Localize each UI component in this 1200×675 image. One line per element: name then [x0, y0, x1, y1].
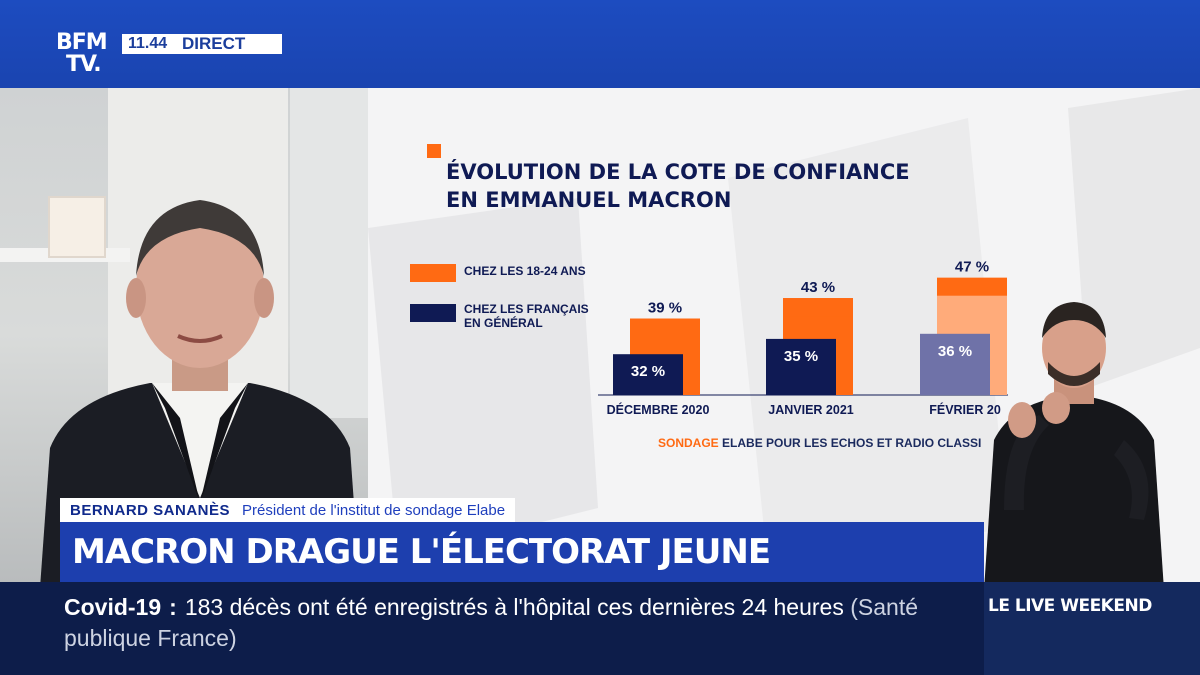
category-label: JANVIER 2021: [768, 403, 854, 417]
data-label-general: 36 %: [938, 343, 972, 360]
bar-general: [920, 333, 990, 395]
interpreter-video-feed: [984, 270, 1200, 582]
headline-bar: MACRON DRAGUE L'ÉLECTORAT JEUNE: [60, 522, 984, 582]
title-accent-square: [427, 144, 441, 158]
legend-label-general-line-2: EN GÉNÉRAL: [464, 316, 543, 330]
data-label-18-24: 43 %: [801, 279, 835, 296]
live-weekend-panel: LE LIVE WEEKEND: [984, 582, 1200, 675]
legend-label-general-line-1: CHEZ LES FRANÇAIS: [464, 302, 589, 316]
legend-swatch-orange: [410, 264, 456, 282]
ticker-separator: :: [169, 594, 177, 620]
logo-line-2: TV.: [66, 52, 102, 77]
guest-role: Président de l'institut de sondage Elabe: [242, 501, 506, 519]
ticker-message: 183 décès ont été enregistrés à l'hôpita…: [184, 594, 844, 620]
legend-item-general: CHEZ LES FRANÇAIS EN GÉNÉRAL: [410, 302, 624, 330]
news-ticker: Covid-19:183 décès ont été enregistrés à…: [0, 582, 984, 675]
data-label-18-24: 39 %: [648, 300, 682, 317]
direct-badge: DIRECT: [182, 34, 246, 53]
bar-18-24-cap: [783, 298, 853, 317]
legend-label-general: CHEZ LES FRANÇAIS EN GÉNÉRAL: [464, 302, 624, 330]
top-bar: BFM TV. 11.44 DIRECT: [0, 0, 1200, 88]
legend-swatch-navy: [410, 304, 456, 322]
legend-item-18-24: CHEZ LES 18-24 ANS: [410, 264, 624, 282]
background-poster: [48, 196, 106, 258]
channel-logo: BFM TV.: [56, 32, 114, 84]
bar-18-24-cap: [630, 318, 700, 337]
source-line: SONDAGE ELABE POUR LES ECHOS ET RADIO CL…: [658, 436, 981, 450]
live-clock: 11.44 DIRECT: [122, 34, 282, 54]
category-label: DÉCEMBRE 2020: [607, 402, 710, 417]
ticker-source: (Santé publique France): [64, 594, 918, 651]
legend-label-18-24: CHEZ LES 18-24 ANS: [464, 264, 586, 278]
ticker-topic: Covid-19: [64, 594, 162, 620]
data-label-18-24: 47 %: [955, 259, 989, 276]
category-label: FÉVRIER 20: [929, 402, 1001, 417]
bar-general: [613, 354, 683, 395]
clock-time: 11.44: [128, 35, 168, 52]
interpreter-figure: [984, 302, 1164, 582]
headline: MACRON DRAGUE L'ÉLECTORAT JEUNE: [72, 532, 771, 572]
guest-name-bar: BERNARD SANANÈS Président de l'institut …: [60, 498, 516, 522]
source-text: ELABE POUR LES ECHOS ET RADIO CLASSI: [722, 436, 982, 450]
chart-title-line-1: ÉVOLUTION DE LA COTE DE CONFIANCE: [446, 160, 910, 184]
bar-chart: 39 % 32 % DÉCEMBRE 2020 43 % 35 % JANVIER 202…: [598, 259, 1008, 417]
bar-general: [766, 338, 836, 395]
data-label-general: 32 %: [631, 363, 665, 380]
bar-18-24-cap: [937, 277, 1007, 296]
guest-name: BERNARD SANANÈS: [70, 501, 231, 519]
watermark-graphic: [368, 88, 1200, 568]
ticker-text-block: Covid-19:183 décès ont été enregistrés à…: [64, 592, 964, 654]
source-brand: SONDAGE: [658, 436, 719, 450]
data-label-general: 35 %: [784, 348, 818, 365]
chart-title-line-2: EN EMMANUEL MACRON: [446, 188, 732, 212]
background-window: [290, 88, 368, 418]
live-weekend-label: LE LIVE WEEKEND: [988, 596, 1152, 616]
chart-title: ÉVOLUTION DE LA COTE DE CONFIANCE EN EMM…: [446, 158, 966, 214]
logo-line-1: BFM: [56, 30, 108, 55]
